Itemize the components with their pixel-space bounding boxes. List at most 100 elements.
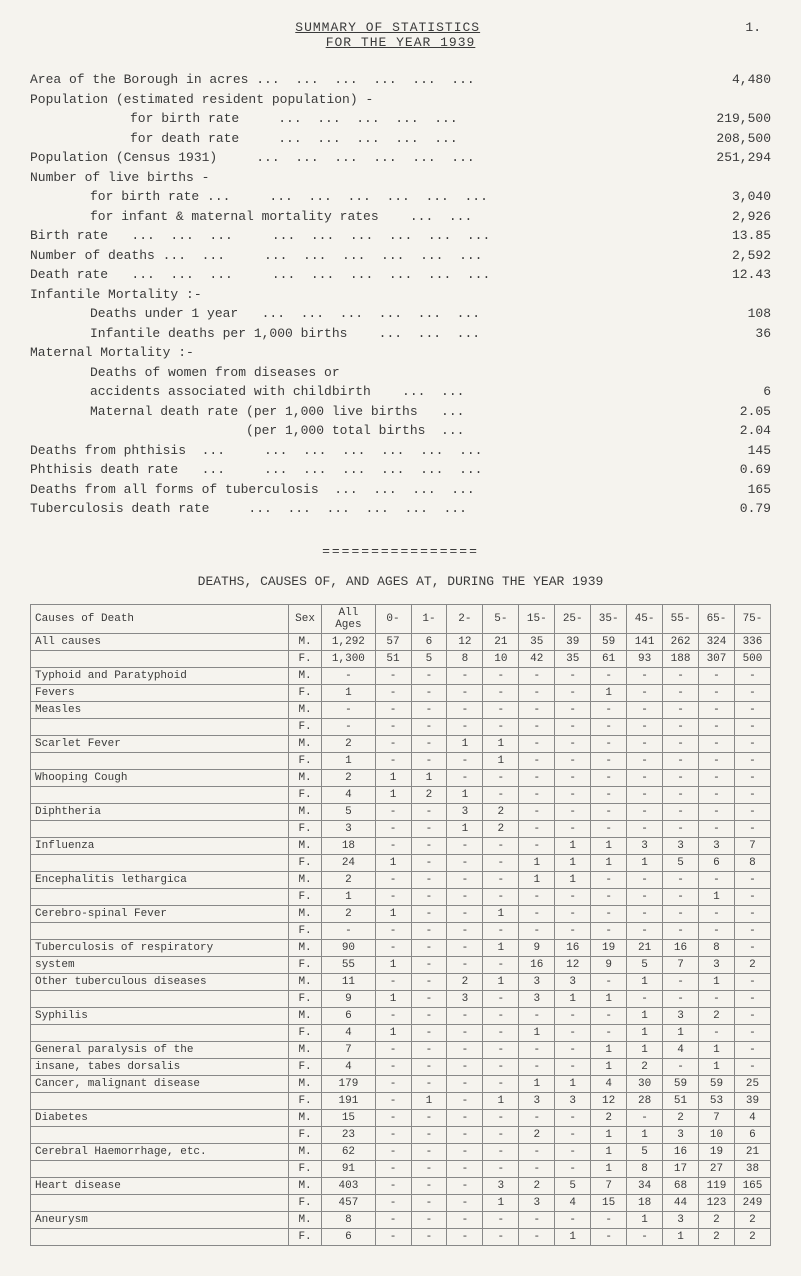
table-cell: 1 (375, 1024, 411, 1041)
table-cell: - (447, 1024, 483, 1041)
table-cell: - (375, 1109, 411, 1126)
table-cell: - (591, 1211, 627, 1228)
table-cell: 16 (663, 1143, 699, 1160)
stat-label: Infantile deaths per 1,000 births ... ..… (30, 324, 691, 344)
stat-label: Tuberculosis death rate ... ... ... ... … (30, 499, 691, 519)
table-cell: M. (288, 973, 321, 990)
stat-row: Population (estimated resident populatio… (30, 90, 771, 110)
table-cell: - (411, 854, 447, 871)
stat-label: (per 1,000 total births ... (30, 421, 691, 441)
table-cell: - (519, 1007, 555, 1024)
table-cell: 1 (519, 854, 555, 871)
table-cell: 403 (322, 1177, 375, 1194)
table-body: All causesM.1,29257612213539591412623243… (31, 633, 771, 1245)
table-cell: 1 (627, 1024, 663, 1041)
table-cell: 62 (322, 1143, 375, 1160)
table-cell: - (663, 905, 699, 922)
table-cell: - (699, 905, 735, 922)
table-cell: 61 (591, 650, 627, 667)
stat-row: (per 1,000 total births ...2.04 (30, 421, 771, 441)
table-cell: 39 (734, 1092, 770, 1109)
table-cell: F. (288, 956, 321, 973)
table-cell: - (627, 701, 663, 718)
stat-label: for birth rate ... ... ... ... ... (30, 109, 691, 129)
table-cell: - (555, 1058, 591, 1075)
table-cell: - (734, 973, 770, 990)
table-cell (31, 1160, 289, 1177)
table-cell: 1 (627, 973, 663, 990)
table-cell: 1 (699, 1058, 735, 1075)
table-cell: F. (288, 650, 321, 667)
table-cell: 15 (591, 1194, 627, 1211)
table-cell: - (663, 718, 699, 735)
table-cell: 165 (734, 1177, 770, 1194)
table-cell: - (734, 820, 770, 837)
table-cell: 90 (322, 939, 375, 956)
table-cell: - (663, 888, 699, 905)
table-cell: - (555, 803, 591, 820)
table-cell: - (447, 837, 483, 854)
table-cell: - (591, 1228, 627, 1245)
table-cell (31, 854, 289, 871)
stat-row: for birth rate ... ... ... ... ... ... .… (30, 187, 771, 207)
table-cell: All causes (31, 633, 289, 650)
table-cell: - (375, 922, 411, 939)
table-cell: Aneurysm (31, 1211, 289, 1228)
table-cell: - (483, 1041, 519, 1058)
table-cell: - (591, 701, 627, 718)
table-cell: 24 (322, 854, 375, 871)
table-cell: 1 (322, 752, 375, 769)
table-cell: - (734, 990, 770, 1007)
table-cell: 3 (663, 1007, 699, 1024)
table-cell: - (699, 803, 735, 820)
stat-row: for infant & maternal mortality rates ..… (30, 207, 771, 227)
table-cell: - (411, 939, 447, 956)
table-cell: - (375, 973, 411, 990)
table-cell (31, 752, 289, 769)
table-cell: - (375, 1007, 411, 1024)
table-cell: 4 (663, 1041, 699, 1058)
table-cell: 39 (555, 633, 591, 650)
table-cell (31, 922, 289, 939)
table-row: Cerebral Haemorrhage, etc.M.62------1516… (31, 1143, 771, 1160)
table-cell (31, 1024, 289, 1041)
table-cell: 7 (734, 837, 770, 854)
table-row: Cancer, malignant diseaseM.179----114305… (31, 1075, 771, 1092)
table-row: Typhoid and ParatyphoidM.------------ (31, 667, 771, 684)
table-cell: 3 (663, 1126, 699, 1143)
table-cell: 336 (734, 633, 770, 650)
stat-value (691, 363, 771, 383)
table-cell: - (447, 752, 483, 769)
table-cell: 59 (663, 1075, 699, 1092)
table-cell: - (411, 820, 447, 837)
table-cell: M. (288, 1143, 321, 1160)
table-column-header: 1- (411, 604, 447, 633)
table-cell: - (411, 990, 447, 1007)
stat-row: Phthisis death rate ... ... ... ... ... … (30, 460, 771, 480)
table-cell: - (591, 803, 627, 820)
table-cell: 3 (555, 973, 591, 990)
stat-value: 6 (691, 382, 771, 402)
summary-statistics: Area of the Borough in acres ... ... ...… (30, 70, 771, 519)
table-cell: - (734, 667, 770, 684)
stat-row: Maternal Mortality :- (30, 343, 771, 363)
table-cell: - (591, 905, 627, 922)
stat-value: 251,294 (691, 148, 771, 168)
table-row: insane, tabes dorsalisF.4------12-1- (31, 1058, 771, 1075)
table-cell: - (322, 701, 375, 718)
table-cell: - (734, 1041, 770, 1058)
table-cell: - (447, 667, 483, 684)
table-cell: - (411, 1194, 447, 1211)
table-cell: F. (288, 718, 321, 735)
table-cell: - (519, 1058, 555, 1075)
stat-row: Death rate ... ... ... ... ... ... ... .… (30, 265, 771, 285)
table-cell: - (734, 718, 770, 735)
table-cell: 3 (627, 837, 663, 854)
table-cell: - (519, 735, 555, 752)
table-cell: - (663, 786, 699, 803)
table-cell: 1 (483, 735, 519, 752)
table-cell: - (663, 820, 699, 837)
table-cell: 1 (699, 888, 735, 905)
table-row: InfluenzaM.18-----113337 (31, 837, 771, 854)
stat-value: 145 (691, 441, 771, 461)
